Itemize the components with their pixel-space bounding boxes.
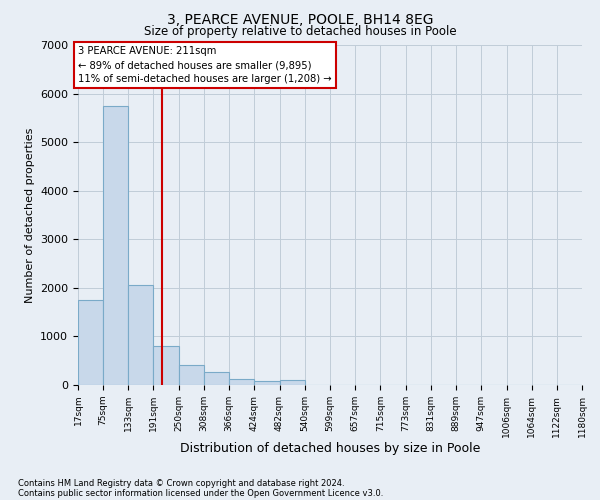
Text: Contains HM Land Registry data © Crown copyright and database right 2024.: Contains HM Land Registry data © Crown c…: [18, 478, 344, 488]
Bar: [254, 382, 280, 385]
Text: 3, PEARCE AVENUE, POOLE, BH14 8EG: 3, PEARCE AVENUE, POOLE, BH14 8EG: [167, 12, 433, 26]
Bar: [154, 346, 179, 385]
Bar: [128, 286, 154, 385]
Text: Contains public sector information licensed under the Open Government Licence v3: Contains public sector information licen…: [18, 488, 383, 498]
Text: 3 PEARCE AVENUE: 211sqm
← 89% of detached houses are smaller (9,895)
11% of semi: 3 PEARCE AVENUE: 211sqm ← 89% of detache…: [78, 46, 332, 84]
Bar: [204, 372, 229, 385]
Bar: [280, 380, 305, 385]
X-axis label: Distribution of detached houses by size in Poole: Distribution of detached houses by size …: [180, 442, 480, 456]
Bar: [229, 378, 254, 385]
Text: Size of property relative to detached houses in Poole: Size of property relative to detached ho…: [143, 25, 457, 38]
Bar: [78, 300, 103, 385]
Bar: [103, 106, 128, 385]
Bar: [179, 364, 204, 385]
Y-axis label: Number of detached properties: Number of detached properties: [25, 128, 35, 302]
